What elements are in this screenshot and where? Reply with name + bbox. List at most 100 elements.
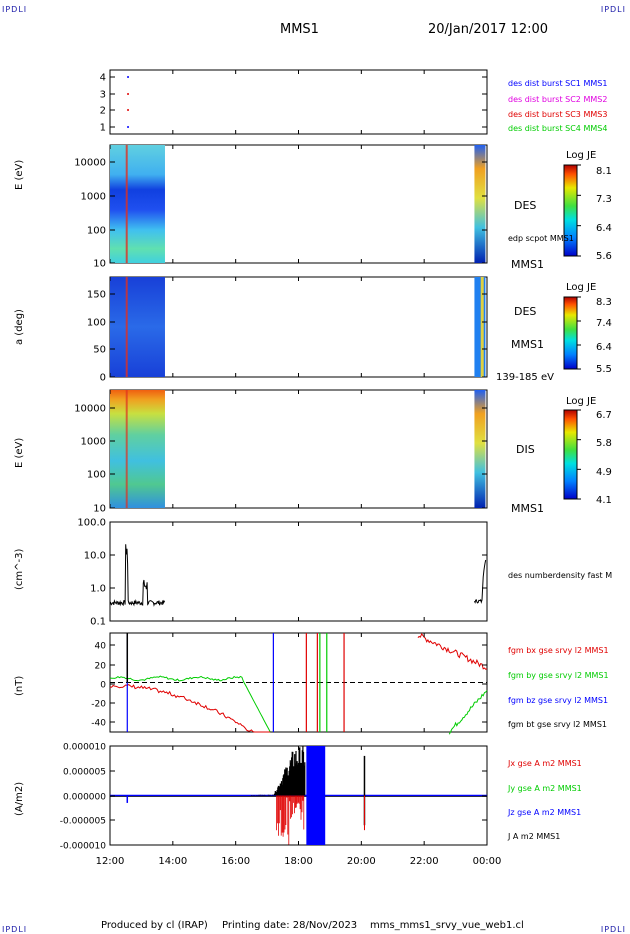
y-tick-label: 50 — [93, 345, 106, 356]
y-tick-label: 2 — [100, 106, 106, 117]
spacecraft-title: MMS1 — [280, 22, 319, 37]
y-tick-label: 100 — [87, 226, 106, 237]
bfield-legend-bx: fgm bx gse srvy l2 MMS1 — [508, 646, 609, 655]
burst-legend-sc4: des dist burst SC4 MMS4 — [508, 124, 608, 133]
dis-energy-colorbar-title: Log JE — [566, 396, 597, 407]
y-tick-label: 4 — [100, 73, 106, 84]
dis-energy-ylabel: E (eV) — [14, 437, 25, 468]
y-tick-label: 10000 — [74, 404, 106, 415]
des-pitch-cbar-tick: 8.3 — [596, 297, 612, 308]
des-pitch-sublabel: MMS1 — [511, 338, 544, 351]
y-tick-label: -20 — [91, 700, 106, 710]
y-tick-label: 0.1 — [90, 617, 106, 628]
y-tick-label: -0.000010 — [60, 842, 106, 852]
panel-frame — [109, 276, 488, 378]
y-tick-label: 100 — [87, 470, 106, 481]
y-tick-label: 0.000010 — [63, 743, 106, 753]
y-tick-label: 0.000005 — [63, 768, 106, 778]
des-energy-cbar-tick: 8.1 — [596, 166, 612, 177]
dis-energy-cbar-tick: 4.1 — [596, 495, 612, 506]
des-pitch-spectrogram-edge — [474, 277, 486, 377]
y-tick-label: 1000 — [81, 192, 106, 203]
colorbar-gradient — [563, 296, 578, 370]
x-tick-label: 12:00 — [96, 856, 125, 867]
y-tick-label: 10 — [93, 259, 106, 270]
dis-energy-cbar-tick: 6.7 — [596, 410, 612, 421]
burst-legend-sc1: des dist burst SC1 MMS1 — [508, 79, 608, 88]
y-tick-label: 20 — [95, 662, 107, 672]
current-legend-jx: Jx gse A m2 MMS1 — [508, 759, 582, 768]
dis-energy-cbar-tick: 4.9 — [596, 467, 612, 478]
density-legend: des numberdensity fast M — [508, 571, 613, 580]
datetime-title: 20/Jan/2017 12:00 — [428, 22, 549, 37]
x-tick-label: 16:00 — [221, 856, 250, 867]
current-ylabel: (A/m2) — [14, 781, 25, 816]
panel-frame — [109, 521, 488, 622]
y-tick-label: 0 — [100, 373, 106, 384]
y-tick-label: 1000 — [81, 437, 106, 448]
panel-frame — [109, 69, 488, 135]
des-energy-sublabel: edp scpot MMS1 — [508, 234, 574, 243]
y-tick-label: 0.000000 — [63, 793, 106, 803]
des-energy-label: DES — [514, 199, 537, 212]
bfield-bx-line-late — [417, 632, 488, 670]
des-energy-streak — [125, 145, 128, 263]
dis-energy-streak — [125, 390, 128, 508]
burst-marker — [127, 126, 129, 128]
colorbar-gradient — [563, 164, 578, 257]
y-tick-label: 3 — [100, 90, 106, 101]
des-pitch-cbar-tick: 7.4 — [596, 318, 612, 329]
des-pitch-colorbar-title: Log JE — [566, 282, 597, 293]
des-energy-spectrogram — [110, 145, 165, 263]
x-tick-label: 14:00 — [158, 856, 187, 867]
burst-legend-sc2: des dist burst SC2 MMS2 — [508, 95, 608, 104]
des-energy-cbar-tick: 5.6 — [596, 251, 612, 262]
bfield-by-line-late — [448, 690, 488, 735]
corner-mark-top-left: IPDLI — [2, 5, 28, 14]
des-energy-colorbar-title: Log JE — [566, 150, 597, 161]
dis-energy-spectrogram — [110, 390, 165, 508]
y-tick-label: 10000 — [74, 158, 106, 169]
y-tick-label: 150 — [87, 290, 106, 301]
des-energy-ylabel: E (eV) — [14, 159, 25, 190]
burst-legend-sc3: des dist burst SC3 MMS3 — [508, 110, 608, 119]
y-tick-label: -0.000005 — [60, 817, 106, 827]
des-pitch-streak — [125, 277, 128, 377]
des-pitch-cbar-tick: 5.5 — [596, 364, 612, 375]
colorbar-gradient — [563, 409, 578, 500]
footer-filename: mms_mms1_srvy_vue_web1.cl — [370, 920, 524, 931]
des-pitch-cbar-tick: 6.4 — [596, 342, 612, 353]
des-energy-cbar-tick: 7.3 — [596, 194, 612, 205]
dis-energy-spectrogram-edge — [474, 390, 486, 508]
panel-frame — [109, 144, 488, 264]
y-tick-label: 0 — [100, 681, 106, 691]
corner-mark-bottom-left: IPDLI — [2, 925, 28, 934]
bfield-ylabel: (nT) — [14, 675, 25, 696]
dis-energy-bottom-label: MMS1 — [511, 502, 544, 515]
density-series-line — [109, 544, 166, 607]
panel-frame — [109, 389, 488, 509]
burst-marker — [127, 76, 129, 78]
des-pitch-label: DES — [514, 305, 537, 318]
bfield-by-line — [109, 675, 271, 733]
bfield-legend-bt: fgm bt gse srvy l2 MMS1 — [508, 720, 607, 729]
x-tick-label: 20:00 — [347, 856, 376, 867]
x-tick-label: 00:00 — [473, 856, 502, 867]
des-energy-spectrogram-edge — [474, 145, 486, 263]
footer-printing-date: Printing date: 28/Nov/2023 — [222, 920, 358, 931]
current-legend-jy: Jy gse A m2 MMS1 — [508, 784, 582, 793]
des-energy-cbar-tick: 6.4 — [596, 223, 612, 234]
dis-energy-label: DIS — [516, 443, 535, 456]
x-tick-label: 18:00 — [284, 856, 313, 867]
x-tick-label: 22:00 — [410, 856, 439, 867]
des-pitch-spectrogram — [110, 277, 165, 377]
bfield-legend-bz: fgm bz gse srvy l2 MMS1 — [508, 696, 609, 705]
y-tick-label: -40 — [91, 719, 106, 729]
des-energy-bottom-label: MMS1 — [511, 258, 544, 271]
y-tick-label: 40 — [95, 642, 107, 652]
y-tick-label: 1.0 — [90, 584, 106, 595]
density-series-line-edge — [473, 559, 487, 604]
burst-marker — [127, 109, 129, 111]
current-legend-j: J A m2 MMS1 — [508, 832, 561, 841]
corner-mark-top-right: IPDLI — [600, 5, 626, 14]
